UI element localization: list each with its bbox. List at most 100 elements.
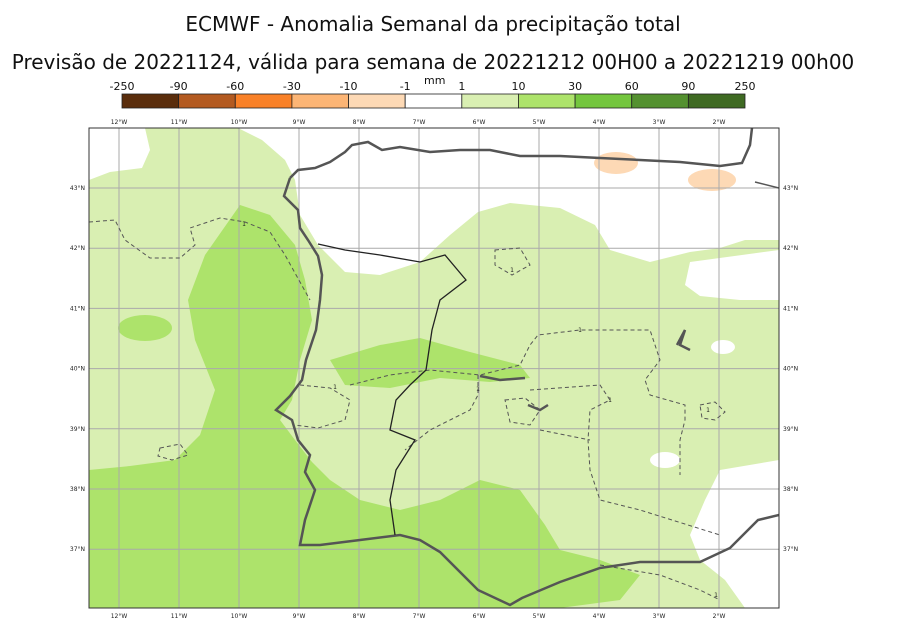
contour-line [504, 397, 541, 426]
lon-tick-top: 7°W [413, 119, 426, 126]
lon-tick-bottom: 8°W [353, 613, 366, 620]
lon-tick-bottom: 7°W [413, 613, 426, 620]
contour-labels: 1 1 1 1 1 1 1 1 [242, 221, 718, 599]
contour-label: 1 [510, 267, 514, 274]
map-area: 1 1 1 1 1 1 1 1 [89, 128, 779, 608]
graticule [89, 128, 779, 608]
lat-tick-right: 40°N [783, 366, 798, 373]
contour-line [494, 247, 531, 276]
anomaly-neutral-region [711, 340, 735, 354]
lat-tick-right: 43°N [783, 185, 798, 192]
lon-tick-top: 12°W [111, 119, 128, 126]
border [754, 181, 779, 189]
anomaly-10-30-fill [118, 315, 172, 341]
colorbar-swatch [348, 93, 406, 109]
anomaly-neutral-region [690, 460, 779, 608]
lon-tick-top: 11°W [171, 119, 188, 126]
lon-tick-top: 3°W [653, 119, 666, 126]
colorbar-swatch [291, 93, 349, 109]
colorbar-label: -60 [226, 80, 244, 93]
anomaly-neg-1-10-fill [688, 169, 736, 191]
lat-tick-right: 37°N [783, 546, 798, 553]
contour-line [294, 384, 351, 429]
map-frame [88, 127, 780, 609]
lon-tick-bottom: 4°W [593, 613, 606, 620]
colorbar: -250 -90 -60 -30 -10 -1 1 10 30 60 90 250 [110, 80, 756, 109]
lon-tick-bottom: 3°W [653, 613, 666, 620]
coastline [274, 177, 779, 607]
contour-label: 1 [608, 397, 612, 404]
contour-label: 1 [242, 221, 246, 228]
lon-tick-top: 4°W [593, 119, 606, 126]
lat-tick-left: 39°N [70, 426, 85, 433]
lon-tick-bottom: 2°W [713, 613, 726, 620]
contour-line [699, 401, 726, 421]
chart-subtitle: Previsão de 20221124, válida para semana… [11, 50, 855, 74]
colorbar-label: -90 [170, 80, 188, 93]
colorbar-label: -10 [340, 80, 358, 93]
lon-tick-bottom: 10°W [231, 613, 248, 620]
chart-title: ECMWF - Anomalia Semanal da precipitação… [185, 12, 681, 36]
anomaly-10-30-fill [330, 338, 530, 388]
colorbar-label: -30 [283, 80, 301, 93]
contour-label: 1 [578, 327, 582, 334]
colorbar-swatch [687, 93, 746, 109]
lon-tick-bottom: 6°W [473, 613, 486, 620]
colorbar-label: -1 [400, 80, 411, 93]
colorbar-label: -250 [110, 80, 135, 93]
lon-tick-bottom: 9°W [293, 613, 306, 620]
lon-tick-bottom: 11°W [171, 613, 188, 620]
colorbar-swatch [461, 93, 519, 109]
coastline [289, 128, 754, 179]
contour-line [349, 329, 686, 475]
lon-tick-bottom: 12°W [111, 613, 128, 620]
lat-tick-left: 42°N [70, 245, 85, 252]
colorbar-label: 10 [511, 80, 525, 93]
reservoir [479, 329, 691, 412]
lon-tick-top: 6°W [473, 119, 486, 126]
anomaly-neg-1-10-fill [594, 152, 638, 174]
contour-label: 1 [706, 407, 710, 414]
colorbar-swatch [631, 93, 689, 109]
contour-line [157, 443, 189, 461]
lat-tick-right: 38°N [783, 486, 798, 493]
lat-tick-right: 39°N [783, 426, 798, 433]
lat-tick-right: 41°N [783, 305, 798, 312]
contour-label: 1 [476, 386, 480, 393]
lat-tick-left: 40°N [70, 366, 85, 373]
lon-tick-top: 8°W [353, 119, 366, 126]
lon-tick-top: 9°W [293, 119, 306, 126]
contour-label: 1 [714, 592, 718, 599]
colorbar-swatch [404, 93, 463, 109]
colorbar-label: 250 [735, 80, 756, 93]
colorbar-label: 30 [568, 80, 582, 93]
lat-tick-left: 38°N [70, 486, 85, 493]
contour-label: 1 [333, 384, 337, 391]
lon-tick-bottom: 5°W [533, 613, 546, 620]
lon-tick-top: 2°W [713, 119, 726, 126]
colorbar-swatch [178, 93, 236, 109]
colorbar-label: 60 [625, 80, 639, 93]
colorbar-swatch [121, 93, 180, 109]
lat-tick-right: 42°N [783, 245, 798, 252]
colorbar-swatch [234, 93, 293, 109]
anomaly-neutral-region [238, 128, 779, 275]
lat-tick-left: 41°N [70, 305, 85, 312]
border-portugal-spain [317, 243, 467, 536]
lat-tick-left: 37°N [70, 546, 85, 553]
anomaly-neutral-region [650, 452, 680, 468]
colorbar-unit: mm [424, 74, 445, 87]
anomaly-neutral-region [685, 250, 779, 300]
anomaly-10-30-fill [89, 205, 640, 608]
contour-line [539, 429, 591, 441]
colorbar-label: 1 [458, 80, 465, 93]
axis-ticks: 12°W12°W11°W11°W10°W10°W9°W9°W8°W8°W7°W7… [70, 119, 798, 620]
contour-line [404, 375, 479, 451]
lon-tick-top: 5°W [533, 119, 546, 126]
contour-line [599, 564, 721, 601]
lat-tick-left: 43°N [70, 185, 85, 192]
contour-lines [89, 217, 726, 601]
colorbar-swatch [574, 93, 633, 109]
lon-tick-top: 10°W [231, 119, 248, 126]
